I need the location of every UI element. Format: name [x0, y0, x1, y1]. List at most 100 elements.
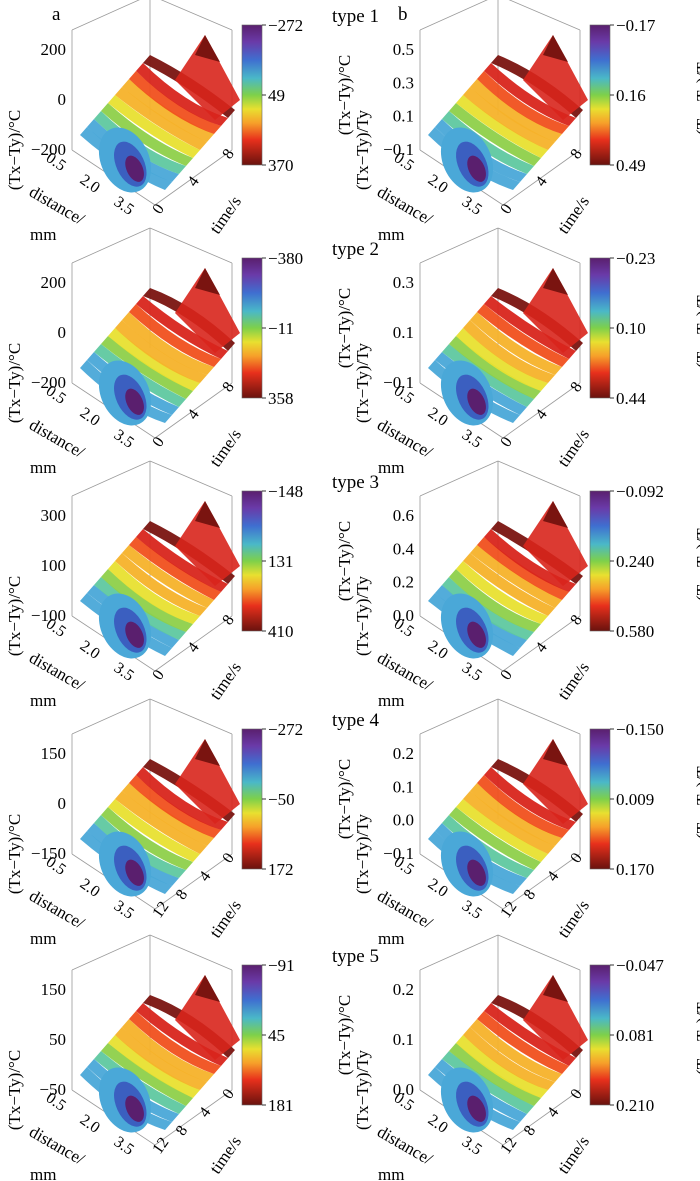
surface-band: [477, 71, 569, 134]
z-tick-label: 0.2: [393, 744, 414, 763]
axis-box-edge: [419, 460, 499, 497]
z-tick-label: 150: [41, 744, 67, 763]
axis-floor-edge: [154, 382, 233, 439]
time-tick-label: 0: [149, 667, 168, 683]
z-tick-label: 0.1: [393, 1030, 414, 1049]
distance-tick-label: 2.0: [425, 171, 451, 196]
z-axis-label: (Tx−Ty)/Ty: [353, 110, 372, 190]
axis-box-edge: [149, 698, 233, 735]
colorbar-tick-label: 45: [268, 1026, 285, 1045]
surface-peak: [523, 35, 588, 120]
colorbar-tick-label: −0.047: [616, 956, 664, 975]
time-axis-label: time/s: [554, 896, 593, 941]
surface-dip-core: [467, 1095, 486, 1122]
surface-peak: [175, 501, 240, 586]
surface-band: [129, 71, 221, 134]
colorbar-tick-label: −272: [268, 16, 303, 35]
distance-axis-unit: mm: [378, 225, 404, 244]
time-tick-label: 4: [532, 406, 551, 422]
z-tick-label: 0.2: [393, 980, 414, 999]
surface-dip-core: [467, 859, 486, 886]
distance-axis-label: distance/: [26, 1122, 88, 1169]
surface-band: [122, 545, 214, 608]
distance-tick-label: 2.0: [77, 404, 103, 429]
time-tick-label: 4: [184, 173, 203, 189]
surface-band: [101, 807, 193, 870]
surface-peak-top: [543, 975, 568, 1002]
surface-band: [136, 767, 228, 830]
surface-band: [136, 1003, 228, 1066]
surface-band: [470, 79, 562, 142]
z-axis-label: (Tx−Ty)/°C: [5, 576, 24, 656]
surface-dip-core: [125, 155, 144, 182]
z-tick-label: −0.1: [383, 844, 414, 863]
z-tick-label: −150: [31, 844, 66, 863]
surface-band: [456, 328, 548, 391]
surface-dip-core: [467, 155, 486, 182]
time-axis-label: time/s: [554, 658, 593, 703]
distance-axis-unit: mm: [30, 225, 56, 244]
z-axis-label: (Tx−Ty)/°C: [5, 814, 24, 894]
time-tick-label: 4: [196, 1104, 215, 1120]
axis-floor-edge: [154, 1089, 233, 1146]
colorbar-tick-label: 181: [268, 1096, 294, 1115]
distance-axis-unit: mm: [378, 691, 404, 710]
surface-band: [456, 561, 548, 624]
surface-peak-top: [195, 268, 220, 295]
colorbar-label: (Tx−Ty)/°C: [335, 521, 354, 601]
z-tick-label: 0.3: [393, 73, 414, 92]
colorbar-label: (Tx−Ty)/°C: [335, 995, 354, 1075]
axis-box-edge: [419, 934, 499, 971]
z-tick-label: −0.1: [383, 140, 414, 159]
distance-tick-label: 3.5: [459, 659, 485, 684]
z-tick-label: 0.0: [393, 811, 414, 830]
surface-band: [101, 569, 193, 632]
surface-band: [129, 1011, 221, 1074]
surface-band: [108, 561, 200, 624]
distance-axis-label: distance/: [374, 182, 436, 229]
distance-tick-label: 2.0: [77, 637, 103, 662]
surface-band: [136, 296, 228, 359]
z-tick-label: 0.4: [393, 539, 415, 558]
surface-band: [136, 63, 228, 126]
time-tick-label: 8: [521, 1123, 540, 1139]
axis-floor-edge: [154, 615, 233, 672]
chart-panel: (Tx−Ty)/Ty0.50.30.1−0.10.52.03.5distance…: [353, 0, 700, 244]
z-tick-label: −50: [39, 1080, 66, 1099]
surface-band: [136, 529, 228, 592]
surface-peak-top: [195, 35, 220, 62]
colorbar-label: (Tx−Ty)/Ty: [693, 521, 700, 601]
surface-peak: [523, 268, 588, 353]
surface-band: [449, 103, 541, 166]
z-tick-label: −200: [31, 373, 66, 392]
surface-dip-core: [467, 388, 486, 415]
distance-axis-label: distance/: [26, 648, 88, 695]
chart-title: type 2: [332, 239, 379, 260]
colorbar-tick-label: 0.170: [616, 860, 654, 879]
axis-floor-edge: [502, 853, 581, 910]
chart-title: type 5: [332, 946, 379, 967]
colorbar-tick-label: 370: [268, 156, 294, 175]
colorbar-tick-label: 131: [268, 552, 294, 571]
surface-band: [463, 1027, 555, 1090]
z-tick-label: 0: [58, 323, 67, 342]
time-axis-label: time/s: [206, 425, 245, 470]
distance-tick-label: 2.0: [425, 875, 451, 900]
z-tick-label: 0: [58, 794, 67, 813]
colorbar-tick-label: −91: [268, 956, 295, 975]
time-tick-label: 0: [567, 1086, 586, 1102]
axis-box-edge: [508, 0, 581, 31]
axis-box-edge: [149, 934, 233, 971]
colorbar-tick-label: 49: [268, 86, 285, 105]
z-tick-label: 0.1: [393, 107, 414, 126]
surface-band: [442, 344, 534, 407]
surface-band: [108, 95, 200, 158]
z-tick-label: 0: [58, 90, 67, 109]
surface-band: [470, 545, 562, 608]
time-axis-label: time/s: [206, 1132, 245, 1177]
time-tick-label: 0: [497, 201, 516, 217]
z-tick-label: −0.1: [383, 373, 414, 392]
time-tick-label: 8: [219, 612, 238, 628]
colorbar-tick-label: 0.44: [616, 389, 646, 408]
surface-band: [477, 1011, 569, 1074]
